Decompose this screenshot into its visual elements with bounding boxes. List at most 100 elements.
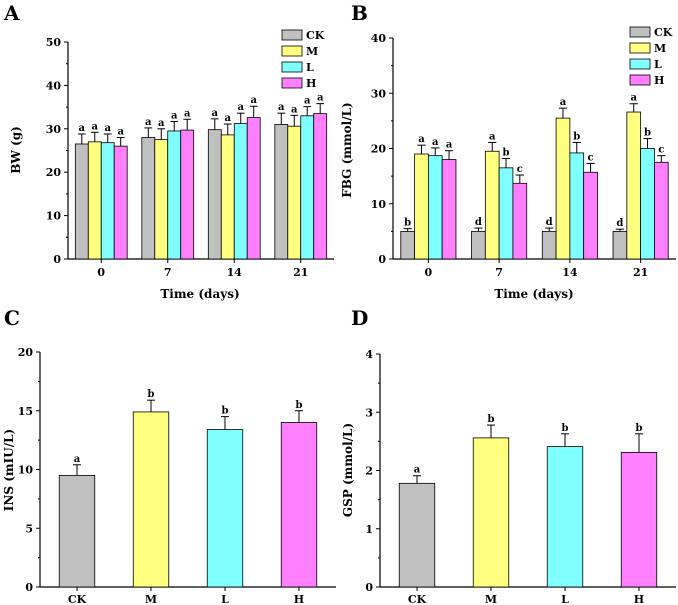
bar-CK-7 [141, 137, 156, 260]
bar-H [620, 452, 658, 588]
sig-letter: a [414, 465, 421, 476]
sig-letter: a [212, 108, 219, 119]
bar-L-14 [233, 123, 248, 260]
bar-M-0 [414, 153, 429, 260]
bar-M-0 [87, 141, 102, 260]
sig-letter: a [446, 140, 453, 151]
sig-letter: d [475, 217, 482, 228]
y-tick-label: 2 [365, 465, 373, 478]
legend-label-L: L [654, 58, 662, 71]
x-tick-label: 7 [495, 266, 503, 279]
bar-CK [58, 474, 96, 588]
legend-swatch-L [281, 61, 303, 73]
sig-letter: d [616, 218, 623, 229]
y-tick-label: 0 [378, 253, 386, 266]
bar-H-0 [113, 145, 128, 260]
x-tick-label: 14 [227, 266, 243, 279]
legend-swatch-CK [281, 29, 303, 41]
sig-letter: b [573, 131, 580, 142]
y-tick-label: 10 [18, 464, 34, 477]
y-tick-label: 20 [371, 143, 387, 156]
bar-M [132, 411, 170, 588]
x-tick-label: M [145, 593, 157, 605]
sig-letter: c [517, 164, 523, 175]
bar-CK-14 [541, 230, 557, 260]
sig-letter: a [291, 104, 298, 115]
y-tick-label: 1 [365, 523, 373, 536]
bar-H [280, 422, 318, 588]
bar-M-7 [154, 139, 169, 260]
x-axis-title: Time (days) [160, 287, 239, 301]
panel-label: C [4, 306, 20, 330]
bar-L-7 [498, 167, 514, 260]
sig-letter: a [278, 102, 285, 113]
legend-label-M: M [306, 45, 318, 58]
y-tick-label: 15 [18, 405, 33, 418]
legend-label-M: M [654, 42, 666, 55]
legend: CK MLH [281, 29, 325, 90]
x-tick-label: M [485, 593, 497, 605]
y-axis-title: FBG (mmol/L) [340, 102, 354, 197]
bar-CK-14 [207, 129, 222, 260]
sig-letter: a [184, 108, 191, 119]
x-tick-label: 14 [562, 266, 578, 279]
y-tick-label: 40 [371, 32, 387, 45]
y-tick-label: 10 [371, 198, 387, 211]
sig-letter: a [104, 123, 111, 134]
bar-CK-7 [471, 230, 486, 260]
x-tick-label: L [561, 593, 569, 605]
bar-H-7 [180, 129, 195, 260]
bar-H-14 [583, 171, 598, 260]
sig-letter: b [404, 218, 411, 229]
sig-letter: a [630, 93, 637, 104]
sig-letter: a [79, 123, 86, 134]
bar-CK [398, 482, 436, 588]
bar-L-0 [427, 155, 443, 260]
y-tick-label: 4 [365, 348, 373, 361]
sig-letter: a [92, 121, 99, 132]
y-tick-label: 10 [46, 210, 62, 223]
sig-letter: a [158, 118, 165, 129]
sig-letter: a [117, 126, 124, 137]
sig-letter: a [171, 110, 178, 121]
bar-H-21 [313, 113, 328, 260]
y-tick-label: 0 [25, 581, 33, 594]
bar-H-7 [512, 182, 528, 260]
sig-letter: b [222, 406, 229, 417]
y-tick-label: 30 [371, 87, 387, 100]
bar-L-14 [569, 152, 585, 260]
bar-L [546, 446, 584, 588]
y-axis-title: GSP (mmol/L) [341, 423, 355, 517]
x-tick-label: CK [408, 593, 427, 605]
bar-CK-0 [400, 230, 415, 260]
y-tick-label: 0 [53, 253, 61, 266]
bar-CK-0 [74, 143, 89, 260]
legend-swatch-CK [629, 26, 651, 38]
x-tick-label: 21 [293, 266, 308, 279]
sig-letter: a [317, 93, 324, 104]
bar-H-0 [441, 159, 457, 260]
y-axis-title: BW (g) [9, 126, 23, 174]
bar-H-14 [246, 117, 261, 260]
sig-letter: a [418, 134, 425, 145]
x-axis-title: Time (days) [494, 287, 573, 301]
y-tick-label: 5 [25, 522, 33, 535]
panel-label: D [351, 306, 368, 330]
sig-letter: d [546, 217, 553, 228]
sig-letter: c [658, 145, 664, 156]
legend-swatch-H [629, 74, 651, 86]
panel-C: C 0 5 10 15 20 INS (mIU/L) a CK b Mb Lb H [2, 306, 336, 605]
x-tick-label: 0 [425, 266, 433, 279]
bar-M-7 [484, 150, 500, 260]
legend-swatch-M [281, 45, 303, 57]
sig-letter: a [489, 131, 496, 142]
y-tick-label: 50 [46, 36, 62, 49]
x-tick-label: CK [68, 593, 87, 605]
panel-label: B [351, 1, 368, 25]
panel-D: D 0 1 2 3 4 GSP (mmol/L) a CK b Mb Lb H [341, 306, 676, 605]
sig-letter: b [562, 423, 569, 434]
bar-L [206, 429, 244, 588]
bar-L-21 [300, 115, 315, 260]
